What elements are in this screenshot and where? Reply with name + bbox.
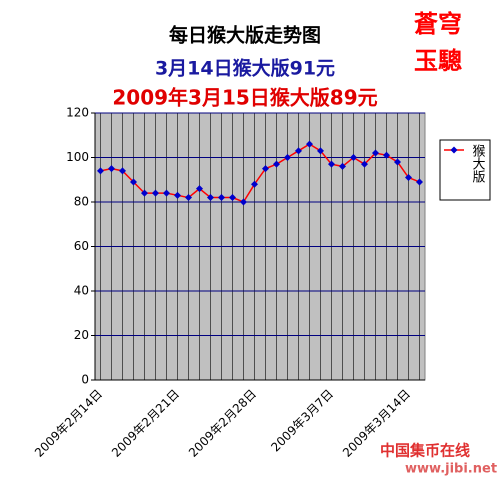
data-point xyxy=(394,158,401,166)
y-tick-label: 80 xyxy=(74,195,89,209)
data-point xyxy=(130,178,137,186)
data-point xyxy=(361,160,368,168)
x-tick-label: 2009年2月21日 xyxy=(109,387,182,460)
data-point xyxy=(251,180,258,188)
data-point xyxy=(350,154,357,161)
data-point xyxy=(152,189,159,197)
watermark-text: 中国集币在线 xyxy=(380,442,470,460)
x-tick-label: 2009年3月7日 xyxy=(268,387,336,455)
data-point xyxy=(141,189,148,197)
y-tick-label: 20 xyxy=(74,328,89,342)
chart-title: 每日猴大版走势图 xyxy=(169,24,321,47)
data-point xyxy=(273,160,280,168)
data-point xyxy=(405,174,412,182)
data-point xyxy=(383,151,390,159)
y-tick-label: 120 xyxy=(66,106,89,120)
chart-subtitle: 3月14日猴大版91元 xyxy=(155,57,335,80)
data-point xyxy=(174,191,181,199)
data-point xyxy=(284,154,291,161)
data-point xyxy=(262,165,269,173)
data-point xyxy=(416,178,423,186)
data-point xyxy=(185,194,192,202)
chart-subtitle: 2009年3月15日猴大版89元 xyxy=(112,86,377,110)
data-point xyxy=(372,149,379,157)
data-point xyxy=(218,194,225,202)
data-point xyxy=(317,147,324,155)
data-point xyxy=(207,194,214,202)
data-point xyxy=(163,189,170,197)
data-point xyxy=(119,167,126,175)
data-point xyxy=(229,194,236,202)
y-tick-label: 100 xyxy=(66,150,89,164)
data-point xyxy=(295,147,302,155)
legend-marker xyxy=(450,146,458,154)
data-point xyxy=(97,167,104,175)
data-point xyxy=(108,165,115,173)
data-point xyxy=(328,160,335,168)
data-point xyxy=(196,185,203,193)
x-tick-label: 2009年2月14日 xyxy=(32,387,105,460)
watermark-text: www.jibi.net xyxy=(405,462,497,477)
y-tick-label: 60 xyxy=(74,239,89,253)
y-tick-label: 0 xyxy=(81,373,89,387)
data-point xyxy=(240,198,247,206)
x-tick-label: 2009年2月28日 xyxy=(186,387,259,460)
stamp-text: 玉驄 xyxy=(414,47,462,75)
stamp-text: 蒼穹 xyxy=(414,10,462,38)
y-tick-label: 40 xyxy=(74,284,89,298)
data-point xyxy=(339,162,346,170)
legend-label: 猴大版 xyxy=(470,144,486,184)
data-point xyxy=(306,140,313,148)
